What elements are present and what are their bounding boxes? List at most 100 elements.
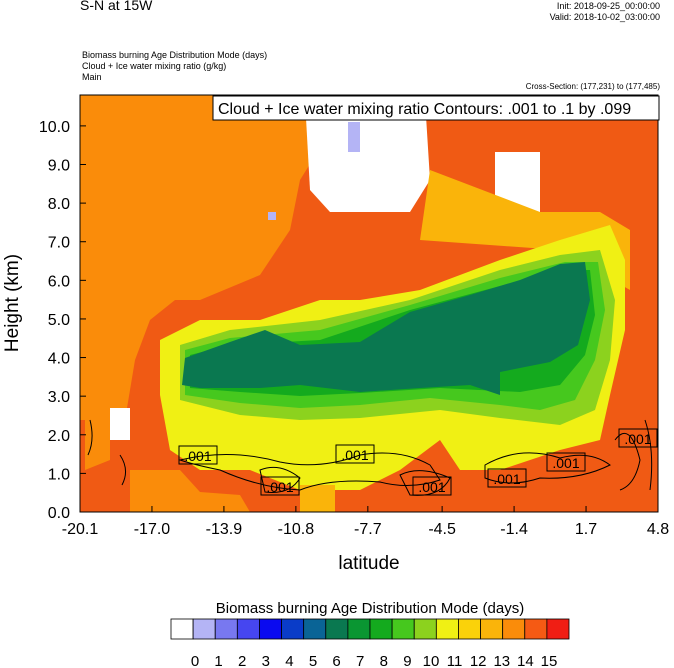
colorbar-label: 15	[541, 653, 558, 668]
contour-line-3	[87, 419, 653, 491]
x-axis: -20.1 -17.0 -13.9 -10.8 -7.7 -4.5 -1.4 1.7 4.8	[62, 506, 669, 538]
y-tick-label: 0.0	[48, 505, 70, 522]
chart-title: Cloud + Ice water mixing ratio Contours:…	[218, 101, 631, 118]
y-tick-label: 6.0	[48, 273, 70, 290]
contour-label-box	[178, 445, 218, 465]
x-tick-label: -17.0	[134, 521, 171, 538]
contour-label-box	[618, 428, 658, 448]
contour-label-box	[335, 444, 375, 464]
chart-title-box	[212, 95, 660, 121]
y-tick-label: 9.0	[48, 158, 70, 175]
colorbar-swatch	[458, 618, 481, 640]
y-tick-label: 2.0	[48, 428, 70, 445]
colorbar-label: 3	[262, 653, 270, 668]
colorbar-label: 1	[214, 653, 222, 668]
colorbar-label: 13	[493, 653, 510, 668]
colorbar-swatch	[413, 618, 437, 640]
x-axis-title: latitude	[338, 553, 399, 574]
x-tick-label: -4.5	[428, 521, 456, 538]
colorbar-swatch	[347, 618, 371, 640]
y-tick-label: 4.0	[48, 351, 70, 368]
run-name: Main	[82, 72, 102, 82]
contour-line-1	[178, 452, 441, 491]
colorbar-swatch	[369, 618, 393, 640]
contour-labels: .001 .001 .001 .001 .001 .001 .001	[178, 428, 658, 496]
y-tick-label: 10.0	[39, 119, 70, 136]
contour-label: .001	[493, 471, 520, 487]
colorbar-swatch	[259, 618, 282, 640]
y-tick-label: 3.0	[48, 389, 70, 406]
x-tick-label: -13.9	[206, 521, 243, 538]
field-name-contours: Cloud + Ice water mixing ratio (g/kg)	[82, 61, 227, 71]
colorbar-swatch	[325, 618, 349, 640]
colorbar-swatch	[214, 618, 238, 640]
field-region-7days	[182, 262, 590, 395]
field-region-12days-surface	[300, 485, 335, 512]
colorbar-swatch	[236, 618, 260, 640]
colorbar-swatch	[435, 618, 459, 640]
contour-label: .001	[624, 431, 651, 447]
cross-section-label: Cross-Section: (177,231) to (177,485)	[525, 82, 660, 91]
x-tick-label: -1.4	[500, 521, 528, 538]
colorbar-label: 5	[309, 653, 317, 668]
colorbar-label: 9	[403, 653, 411, 668]
colorbar-label: 6	[332, 653, 340, 668]
field-region-1day	[348, 122, 360, 152]
plot-frame	[79, 94, 659, 513]
colorbar-swatch	[391, 618, 415, 640]
page-title: S-N at 15W	[80, 0, 153, 13]
colorbar-label: 8	[380, 653, 388, 668]
contour-label-box	[260, 476, 300, 496]
colorbar-label: 7	[356, 653, 364, 668]
colorbar-label: 10	[423, 653, 440, 668]
colorbar-title: Biomass burning Age Distribution Mode (d…	[216, 600, 524, 617]
colorbar-swatch	[524, 618, 548, 640]
contour-label: .001	[266, 479, 293, 495]
colorbar-swatch	[303, 618, 327, 640]
contour-label: .001	[341, 447, 368, 463]
field-region-13days	[80, 95, 325, 420]
plot-area	[79, 94, 659, 513]
colorbar-label: 12	[470, 653, 487, 668]
y-tick-label: 8.0	[48, 196, 70, 213]
contour-label-box	[412, 476, 452, 496]
contour-label: .001	[552, 455, 579, 471]
colorbar-swatch	[480, 618, 504, 640]
y-tick-label: 5.0	[48, 312, 70, 329]
contour-lines	[87, 419, 653, 496]
init-time: Init: 2018-09-25_00:00:00	[556, 1, 660, 11]
field-region-0days-left	[110, 408, 130, 440]
contour-label: .001	[184, 448, 211, 464]
valid-time: Valid: 2018-10-02_03:00:00	[549, 12, 660, 22]
colorbar-swatch	[281, 618, 305, 640]
field-region-1day-dot	[268, 212, 276, 220]
x-tick-label: -7.7	[354, 521, 382, 538]
y-axis-title: Height (km)	[2, 254, 23, 352]
contour-label-box	[487, 468, 527, 488]
x-tick-label: -10.8	[278, 521, 315, 538]
y-tick-label: 7.0	[48, 235, 70, 252]
field-region-13days-surface	[130, 470, 250, 512]
y-axis: 0.0 1.0 2.0 3.0 4.0 5.0 6.0 7.0 8.0 9.0 10.0	[39, 119, 86, 522]
colorbar: 0 1 2 3 4 5 6 7 8 9 10 11 12 13 14 15	[170, 618, 570, 668]
colorbar-label: 2	[238, 653, 246, 668]
colorbar-label: 11	[447, 653, 463, 668]
colorbar-swatch	[170, 618, 194, 640]
colorbar-swatch	[192, 618, 216, 640]
colorbar-label: 0	[191, 653, 199, 668]
x-tick-label: 1.7	[575, 521, 597, 538]
colorbar-label: 14	[517, 653, 534, 668]
field-name-shaded: Biomass burning Age Distribution Mode (d…	[82, 50, 268, 60]
field-region-0days-upper	[305, 100, 430, 212]
colorbar-swatch	[546, 618, 570, 640]
x-tick-label: 4.8	[647, 521, 669, 538]
colorbar-swatch	[502, 618, 526, 640]
x-tick-label: -20.1	[62, 521, 99, 538]
colorbar-label: 4	[285, 653, 293, 668]
field-region-13days-low	[85, 420, 110, 470]
contour-line-2	[484, 452, 611, 484]
contour-label: .001	[418, 479, 445, 495]
contour-label-box	[546, 452, 586, 472]
y-tick-label: 1.0	[48, 466, 70, 483]
